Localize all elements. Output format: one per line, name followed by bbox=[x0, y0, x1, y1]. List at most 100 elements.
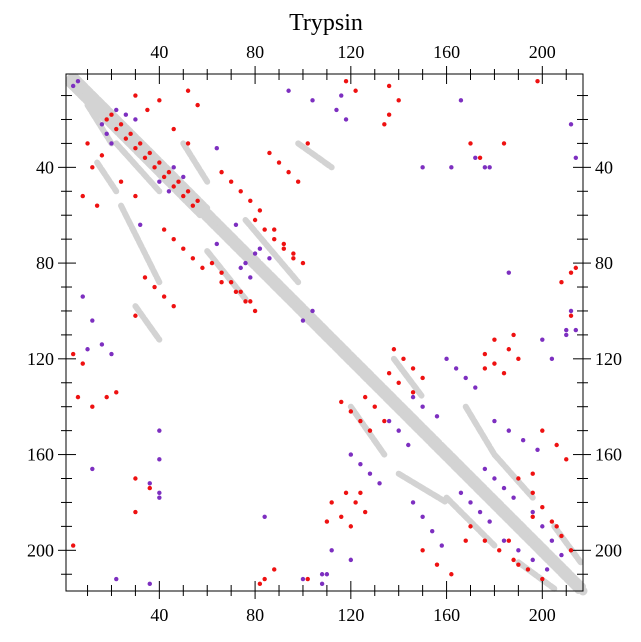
y-tick-label-right: 40 bbox=[595, 157, 613, 177]
purple-contact-point bbox=[109, 351, 114, 357]
x-tick-label-bottom: 40 bbox=[150, 605, 168, 625]
red-contact-point bbox=[391, 347, 397, 352]
red-contact-point bbox=[109, 112, 114, 117]
purple-contact-point bbox=[506, 270, 512, 275]
red-contact-point bbox=[386, 370, 392, 376]
red-contact-point bbox=[339, 514, 344, 520]
red-contact-point bbox=[530, 490, 535, 496]
purple-contact-point bbox=[473, 385, 478, 390]
red-contact-point bbox=[410, 390, 416, 395]
red-contact-point bbox=[358, 490, 363, 496]
red-contact-point bbox=[262, 227, 267, 232]
red-contact-point bbox=[157, 98, 162, 103]
red-contact-point bbox=[114, 126, 119, 132]
red-contact-point bbox=[348, 409, 354, 414]
red-contact-point bbox=[540, 576, 545, 582]
red-contact-point bbox=[209, 260, 215, 266]
red-contact-point bbox=[190, 256, 196, 261]
red-contact-point bbox=[219, 270, 224, 275]
red-contact-point bbox=[353, 88, 358, 93]
purple-contact-point bbox=[75, 78, 81, 84]
red-contact-point bbox=[166, 169, 172, 175]
red-contact-point bbox=[257, 208, 263, 213]
red-contact-point bbox=[564, 457, 569, 462]
red-contact-point bbox=[161, 294, 167, 299]
background-contact-band bbox=[347, 403, 388, 458]
purple-contact-point bbox=[99, 122, 105, 127]
purple-contact-point bbox=[339, 93, 344, 98]
red-contact-point bbox=[511, 332, 516, 338]
y-tick-label-left: 120 bbox=[27, 349, 54, 369]
purple-contact-point bbox=[453, 366, 459, 371]
purple-contact-point bbox=[420, 514, 425, 520]
red-contact-point bbox=[482, 538, 488, 543]
red-contact-point bbox=[401, 356, 406, 362]
purple-contact-point bbox=[171, 165, 176, 170]
purple-contact-point bbox=[114, 576, 119, 582]
red-contact-point bbox=[152, 284, 157, 290]
red-contact-point bbox=[291, 251, 296, 256]
red-contact-point bbox=[228, 280, 234, 285]
red-contact-point bbox=[525, 567, 531, 572]
red-contact-point bbox=[185, 189, 191, 194]
purple-contact-point bbox=[540, 524, 545, 529]
purple-contact-point bbox=[568, 308, 574, 314]
red-contact-point bbox=[176, 179, 181, 184]
red-contact-point bbox=[291, 256, 296, 261]
x-tick-label-top: 40 bbox=[150, 42, 168, 62]
background-contact-band bbox=[395, 470, 450, 506]
purple-contact-point bbox=[99, 342, 105, 347]
purple-contact-point bbox=[487, 165, 492, 170]
red-contact-point bbox=[420, 375, 425, 381]
y-tick-label-right: 160 bbox=[595, 445, 622, 465]
red-contact-point bbox=[142, 155, 148, 160]
red-contact-point bbox=[114, 390, 119, 395]
red-contact-point bbox=[482, 351, 488, 357]
purple-contact-point bbox=[501, 538, 507, 543]
red-contact-point bbox=[272, 567, 277, 572]
red-contact-point bbox=[554, 524, 559, 529]
red-contact-point bbox=[80, 193, 85, 199]
red-contact-point bbox=[272, 236, 277, 242]
red-contact-point bbox=[238, 189, 243, 194]
purple-contact-point bbox=[458, 490, 464, 496]
red-contact-point bbox=[248, 299, 253, 304]
red-contact-point bbox=[90, 404, 95, 409]
purple-contact-point bbox=[114, 107, 119, 113]
red-contact-point bbox=[410, 366, 416, 371]
red-contact-point bbox=[362, 509, 368, 515]
red-contact-point bbox=[190, 203, 196, 208]
purple-contact-point bbox=[444, 356, 449, 362]
red-contact-point bbox=[195, 198, 200, 204]
red-contact-point bbox=[133, 476, 138, 481]
red-contact-point bbox=[195, 102, 200, 108]
plot-frame bbox=[65, 73, 584, 592]
red-contact-point bbox=[559, 280, 564, 285]
red-contact-point bbox=[568, 270, 574, 275]
purple-contact-point bbox=[90, 318, 95, 323]
purple-contact-point bbox=[492, 476, 497, 481]
red-contact-point bbox=[449, 572, 454, 577]
purple-contact-point bbox=[549, 356, 555, 362]
purple-contact-point bbox=[109, 141, 114, 146]
red-contact-point bbox=[133, 93, 138, 98]
red-contact-point bbox=[94, 203, 100, 208]
purple-contact-point bbox=[420, 404, 425, 409]
red-contact-point bbox=[281, 241, 287, 247]
purple-contact-point bbox=[482, 165, 488, 170]
red-contact-point bbox=[477, 155, 483, 160]
red-contact-point bbox=[133, 193, 138, 199]
purple-contact-point bbox=[420, 165, 425, 170]
purple-contact-point bbox=[252, 251, 258, 256]
background-contact-band bbox=[295, 140, 335, 171]
red-contact-point bbox=[248, 198, 253, 204]
purple-contact-point bbox=[449, 165, 454, 170]
red-contact-point bbox=[516, 562, 521, 567]
red-contact-point bbox=[463, 538, 468, 543]
red-contact-point bbox=[516, 476, 521, 481]
red-contact-point bbox=[540, 505, 545, 510]
x-tick-label-top: 200 bbox=[529, 42, 556, 62]
purple-contact-point bbox=[214, 241, 219, 247]
purple-contact-point bbox=[324, 572, 330, 577]
